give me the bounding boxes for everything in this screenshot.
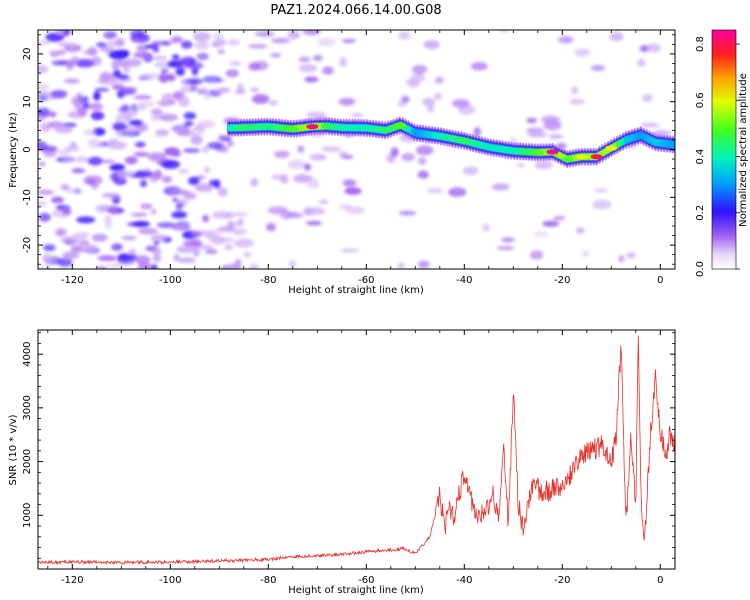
ridge-peak	[306, 124, 319, 130]
ridge-peak	[321, 123, 334, 129]
x-tick-label: -100	[159, 575, 182, 586]
x-tick-label: -20	[554, 275, 570, 286]
y-tick-label: 4000	[22, 341, 33, 366]
x-tick-label: -120	[61, 575, 84, 586]
spectrogram-x-ticks: -120 -100 -80 -60 -40 -20 0	[47, 30, 663, 286]
y-tick-label: -20	[22, 237, 33, 253]
snr-panel: -120 -100 -80 -60 -40 -20 0 1000 2000 3000 4000 H…	[8, 329, 676, 596]
x-tick-label: -60	[358, 575, 374, 586]
spectrogram-ridge	[226, 116, 675, 169]
colorbar-tick-label: 0.8	[695, 36, 706, 52]
ridge-peak	[575, 154, 588, 160]
snr-x-label: Height of straight line (km)	[288, 585, 424, 596]
ridge-peak	[458, 138, 471, 144]
x-tick-label: -20	[554, 575, 570, 586]
ridge-peak	[394, 122, 407, 128]
snr-frame	[37, 329, 676, 570]
x-tick-label: -120	[61, 275, 84, 286]
ridge-peak	[561, 156, 574, 162]
x-tick-label: -100	[159, 275, 182, 286]
snr-y-label: SNR (10 * v/v)	[8, 414, 19, 485]
x-tick-label: -40	[456, 275, 472, 286]
snr-x-ticks: -120 -100 -80 -60 -40 -20 0	[47, 330, 663, 586]
colorbar-tick-label: 0.4	[695, 149, 706, 165]
y-tick-label: 0	[22, 146, 33, 152]
colorbar-gradient	[712, 30, 736, 269]
x-tick-label: -80	[260, 275, 276, 286]
y-tick-label: -10	[22, 189, 33, 205]
snr-y-ticks: 1000 2000 3000 4000	[22, 332, 675, 559]
ridge-peak	[590, 154, 603, 160]
colorbar-tick-label: 0.0	[695, 261, 706, 277]
y-tick-label: 3000	[22, 395, 33, 420]
x-tick-label: 0	[657, 575, 663, 586]
ridge-peak	[286, 126, 299, 132]
ridge-peak	[546, 149, 559, 155]
ridge-peak	[379, 127, 392, 133]
colorbar-tick-label: 0.2	[695, 205, 706, 221]
y-tick-label: 1000	[22, 503, 33, 528]
colorbar-ticks: 0.0 0.2 0.4 0.6 0.8	[695, 36, 740, 277]
ridge-peak	[605, 145, 618, 151]
x-tick-label: -80	[260, 575, 276, 586]
ridge-peak	[237, 124, 250, 131]
x-tick-label: -60	[358, 275, 374, 286]
colorbar-tick-label: 0.6	[695, 92, 706, 108]
ridge-peak	[531, 149, 544, 155]
spectrogram-y-label: Frequency (Hz)	[8, 112, 19, 188]
y-tick-label: 10	[22, 95, 33, 108]
y-tick-label: 2000	[22, 449, 33, 474]
snr-series-line	[38, 335, 675, 566]
figure-title: PAZ1.2024.066.14.00.G08	[270, 3, 441, 18]
x-tick-label: 0	[657, 275, 663, 286]
colorbar-label: Normalized spectral amplitude	[738, 73, 749, 227]
y-tick-label: 20	[22, 48, 33, 61]
spectrogram-x-label: Height of straight line (km)	[288, 285, 424, 296]
spectrogram-y-ticks: -20 -10 0 10 20	[22, 34, 675, 265]
x-tick-label: -40	[456, 575, 472, 586]
colorbar: 0.0 0.2 0.4 0.6 0.8 Normalized spectral ampl…	[695, 29, 749, 277]
